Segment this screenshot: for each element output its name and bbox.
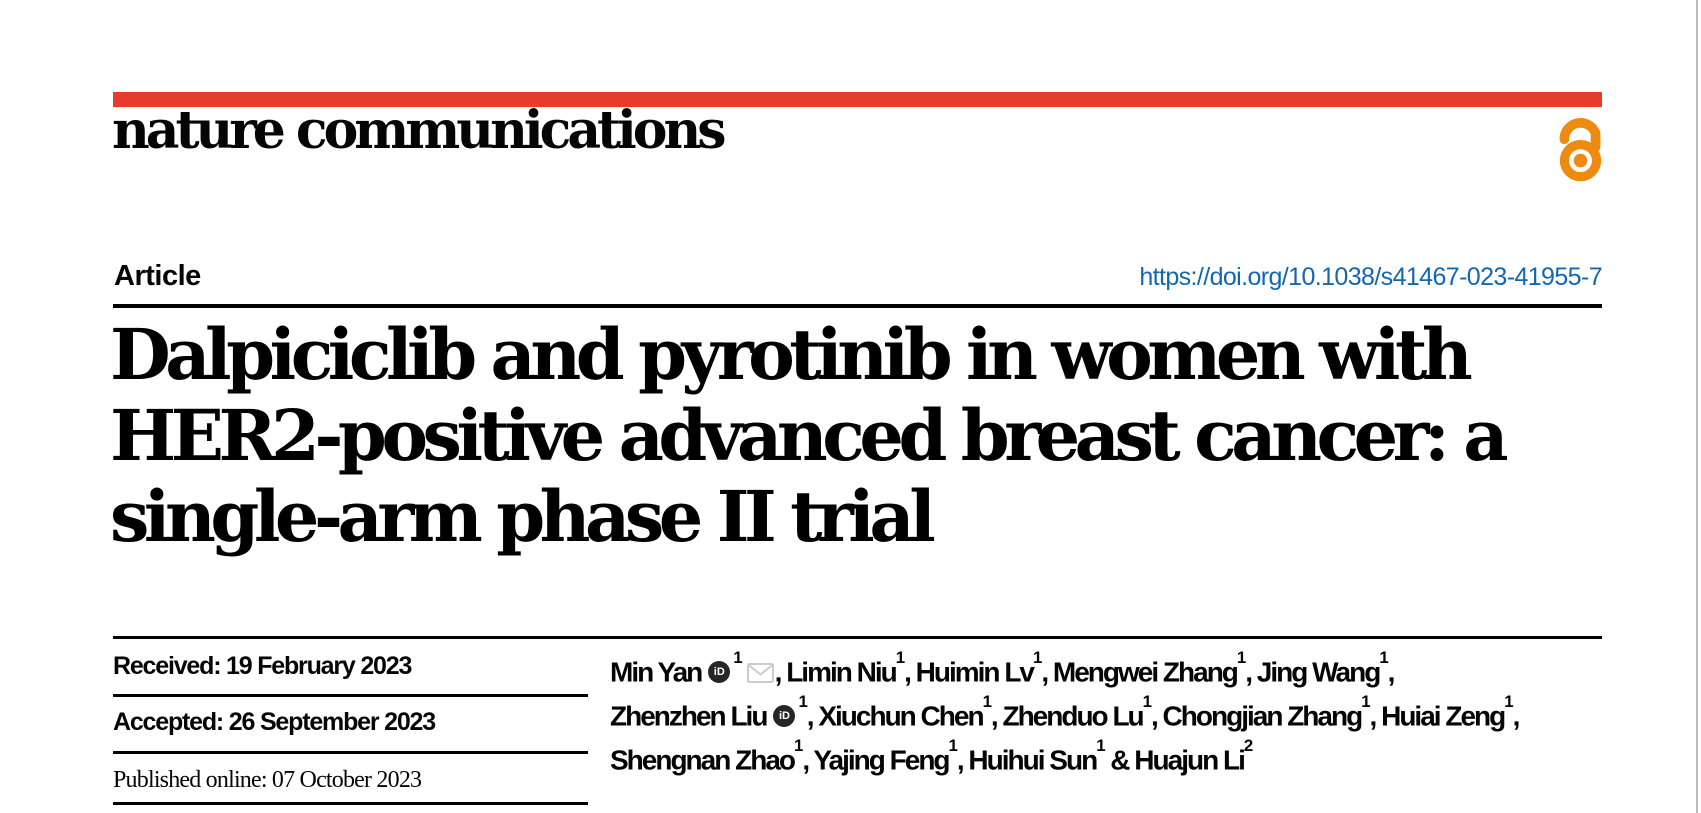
author-line: Zhenzhen Liu iD1, Xiuchun Chen1, Zhenduo … (610, 691, 1620, 735)
author-name-text: , Chongjian Zhang (1151, 700, 1363, 732)
affiliation-superscript: 1 (1096, 736, 1105, 756)
affiliation-superscript: 1 (982, 692, 992, 712)
article-type-kicker: Article (114, 260, 201, 292)
affiliation-superscript: 1 (1361, 692, 1370, 712)
article-title-line: single-arm phase II trial (110, 475, 936, 558)
author-name-text: , Huiai Zeng (1369, 700, 1507, 732)
affiliation-superscript: 1 (1033, 648, 1042, 668)
email-icon[interactable] (746, 655, 774, 693)
author-line: Shengnan Zhao1, Yajing Feng1, Huihui Sun… (610, 735, 1620, 779)
author-name-text: Shengnan Zhao (610, 743, 796, 775)
article-title-line: Dalpiciclib and pyrotinib in women with (110, 313, 1473, 396)
received-date: Received: 19 February 2023 (113, 652, 412, 680)
divider-rule (113, 694, 588, 697)
author-name-text: , Huihui Sun (956, 743, 1098, 775)
published-online-date: Published online: 07 October 2023 (113, 767, 422, 793)
divider-rule (113, 751, 588, 754)
affiliation-superscript: 1 (733, 648, 742, 668)
affiliation-superscript: 1 (1142, 692, 1152, 712)
page-edge-border (1696, 0, 1698, 813)
affiliation-superscript: 1 (794, 736, 803, 756)
author-name-text: , Limin Niu (774, 656, 898, 688)
article-title: Dalpiciclib and pyrotinib in women with … (110, 314, 1560, 557)
brand-color-bar (113, 92, 1602, 107)
divider-rule (113, 802, 588, 805)
doi-link[interactable]: https://doi.org/10.1038/s41467-023-41955… (1139, 263, 1602, 291)
author-name-text: & Huajun Li (1104, 743, 1246, 775)
author-name-text: Min Yan (610, 656, 703, 688)
affiliation-superscript: 1 (1504, 692, 1513, 712)
author-name-text: , Zhenduo Lu (990, 700, 1145, 732)
affiliation-superscript: 1 (948, 736, 958, 756)
author-lines: Min Yan iD1, Limin Niu1, Huimin Lv1, Meng… (610, 647, 1620, 778)
author-name-text: , Huimin Lv (904, 656, 1035, 688)
author-name-text: Zhenzhen Liu (610, 700, 768, 732)
author-name-text: , Yajing Feng (802, 743, 950, 775)
author-name-text: , Mengwei Zhang (1041, 656, 1239, 688)
open-access-lock-icon (1559, 117, 1602, 182)
orcid-icon[interactable]: iD (708, 660, 731, 683)
journal-logo: nature communications (112, 100, 727, 161)
author-name-text: , (1512, 700, 1521, 732)
affiliation-superscript: 2 (1243, 736, 1253, 756)
accepted-date: Accepted: 26 September 2023 (113, 708, 436, 736)
author-line: Min Yan iD1, Limin Niu1, Huimin Lv1, Meng… (610, 647, 1620, 691)
affiliation-superscript: 1 (1379, 648, 1388, 668)
affiliation-superscript: 1 (798, 692, 807, 712)
author-name-text: , Xiuchun Chen (806, 700, 985, 732)
affiliation-superscript: 1 (1236, 648, 1246, 668)
author-name-text: , Jing Wang (1245, 656, 1381, 688)
author-name-text: , (1387, 656, 1396, 688)
article-title-line: HER2-positive advanced breast cancer: a (110, 394, 1509, 477)
affiliation-superscript: 1 (895, 648, 905, 668)
header-rule (113, 304, 1602, 308)
orcid-icon[interactable]: iD (773, 704, 796, 727)
meta-top-rule (113, 636, 1602, 639)
